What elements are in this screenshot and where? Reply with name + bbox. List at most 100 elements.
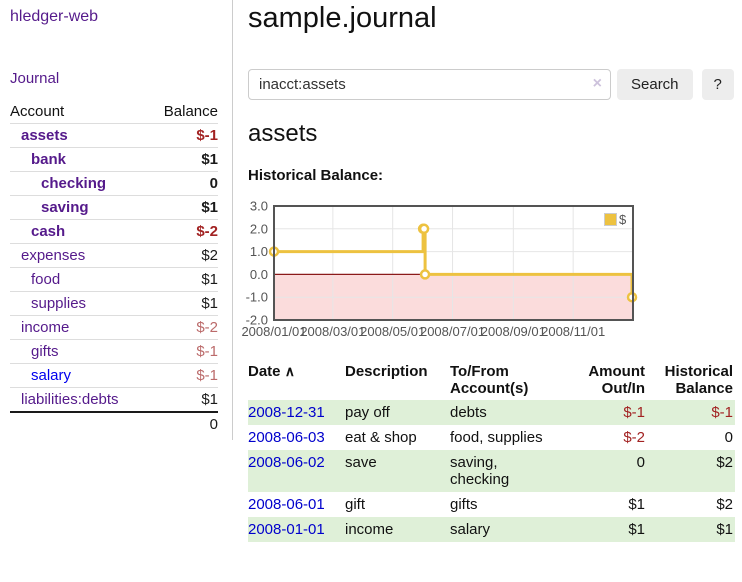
balance-column-header: Historical Balance: [647, 360, 735, 400]
clear-search-icon[interactable]: ×: [593, 75, 602, 93]
transaction-date-link[interactable]: 2008-01-01: [248, 521, 325, 538]
transaction-amount: $1: [570, 517, 647, 542]
amount-column-header: Amount Out/In: [570, 360, 647, 400]
search-input[interactable]: [248, 69, 611, 100]
transaction-balance: $2: [647, 450, 735, 492]
register-row: 2008-06-02 save saving, checking 0 $2: [248, 450, 735, 492]
svg-text:2008/07/01: 2008/07/01: [420, 324, 485, 339]
transaction-balance: $-1: [647, 400, 735, 425]
register-row: 2008-01-01 income salary $1 $1: [248, 517, 735, 542]
sort-ascending-icon: ∧: [285, 363, 295, 379]
account-balance: $1: [149, 388, 218, 412]
transaction-description: eat & shop: [345, 425, 450, 450]
date-column-header[interactable]: Date ∧: [248, 360, 345, 400]
search-form: × Search ?: [248, 69, 734, 100]
svg-text:2008/05/01: 2008/05/01: [360, 324, 425, 339]
account-link-liabilities-debts[interactable]: liabilities:debts: [21, 391, 119, 408]
transaction-amount: $1: [570, 492, 647, 517]
svg-text:-1.0: -1.0: [246, 290, 268, 305]
account-link-bank[interactable]: bank: [31, 151, 66, 168]
account-balance: $1: [149, 292, 218, 316]
account-row-supplies: supplies $1: [10, 292, 218, 316]
account-link-supplies[interactable]: supplies: [31, 295, 86, 312]
chart-label: Historical Balance:: [248, 167, 383, 184]
account-row-food: food $1: [10, 268, 218, 292]
account-balance: $1: [149, 196, 218, 220]
account-row-cash: cash $-2: [10, 220, 218, 244]
svg-text:0.0: 0.0: [250, 267, 268, 282]
help-button[interactable]: ?: [702, 69, 734, 100]
account-column-header: Account: [10, 100, 149, 124]
transaction-balance: $2: [647, 492, 735, 517]
account-heading: assets: [248, 120, 317, 148]
account-link-expenses[interactable]: expenses: [21, 247, 85, 264]
transaction-date-link[interactable]: 2008-06-03: [248, 429, 325, 446]
search-button[interactable]: Search: [617, 69, 693, 100]
register-header-row: Date ∧ Description To/From Account(s) Am…: [248, 360, 735, 400]
historical-balance-chart: 3.02.01.00.0-1.0-2.02008/01/012008/03/01…: [240, 198, 742, 348]
svg-text:2008/03/01: 2008/03/01: [300, 324, 365, 339]
legend-label: $: [619, 212, 626, 227]
transaction-accounts: debts: [450, 400, 570, 425]
account-balance: $-1: [149, 364, 218, 388]
account-row-salary: salary $-1: [10, 364, 218, 388]
brand-link[interactable]: hledger-web: [10, 8, 98, 26]
transaction-balance: $1: [647, 517, 735, 542]
accounts-table: Account Balance assets $-1 bank $1 check…: [10, 100, 218, 436]
main-content: sample.journal × Search ? assets Histori…: [240, 0, 742, 582]
account-link-income[interactable]: income: [21, 319, 69, 336]
transaction-description: income: [345, 517, 450, 542]
transaction-date-link[interactable]: 2008-06-01: [248, 496, 325, 513]
page-title: sample.journal: [248, 2, 437, 35]
account-balance: $1: [149, 148, 218, 172]
transaction-description: pay off: [345, 400, 450, 425]
account-balance: 0: [149, 172, 218, 196]
balance-column-header: Balance: [149, 100, 218, 124]
transaction-date-link[interactable]: 2008-12-31: [248, 404, 325, 421]
transaction-accounts: saving, checking: [450, 450, 570, 492]
transaction-accounts: food, supplies: [450, 425, 570, 450]
transaction-date-link[interactable]: 2008-06-02: [248, 454, 325, 471]
register-row: 2008-06-03 eat & shop food, supplies $-2…: [248, 425, 735, 450]
legend-swatch-icon: [604, 213, 617, 226]
account-row-liabilities-debts: liabilities:debts $1: [10, 388, 218, 412]
account-row-checking: checking 0: [10, 172, 218, 196]
chart-plot: 3.02.01.00.0-1.0-2.02008/01/012008/03/01…: [240, 198, 742, 348]
svg-text:3.0: 3.0: [250, 199, 268, 214]
account-link-assets[interactable]: assets: [21, 127, 68, 144]
sidebar-item-journal[interactable]: Journal: [10, 70, 59, 87]
account-row-income: income $-2: [10, 316, 218, 340]
sidebar: hledger-web Journal Account Balance asse…: [0, 0, 233, 440]
accounts-total-value: 0: [149, 412, 218, 436]
transaction-balance: 0: [647, 425, 735, 450]
account-link-salary[interactable]: salary: [31, 367, 71, 384]
register-table: Date ∧ Description To/From Account(s) Am…: [248, 360, 735, 542]
account-link-gifts[interactable]: gifts: [31, 343, 59, 360]
account-row-expenses: expenses $2: [10, 244, 218, 268]
hledger-web-page: hledger-web Journal Account Balance asse…: [0, 0, 742, 582]
account-link-checking[interactable]: checking: [41, 175, 106, 192]
description-column-header: Description: [345, 360, 450, 400]
search-input-wrap: ×: [248, 69, 611, 100]
chart-legend: $: [604, 212, 626, 227]
account-row-saving: saving $1: [10, 196, 218, 220]
transaction-amount: $-1: [570, 400, 647, 425]
accounts-table-header: Account Balance: [10, 100, 218, 124]
svg-text:2008/09/01: 2008/09/01: [481, 324, 546, 339]
account-link-saving[interactable]: saving: [41, 199, 89, 216]
account-balance: $-2: [149, 316, 218, 340]
accounts-column-header: To/From Account(s): [450, 360, 570, 400]
transaction-accounts: salary: [450, 517, 570, 542]
transaction-description: gift: [345, 492, 450, 517]
svg-text:1.0: 1.0: [250, 244, 268, 259]
account-link-food[interactable]: food: [31, 271, 60, 288]
account-link-cash[interactable]: cash: [31, 223, 65, 240]
transaction-amount: $-2: [570, 425, 647, 450]
transaction-description: save: [345, 450, 450, 492]
account-balance: $-2: [149, 220, 218, 244]
account-row-assets: assets $-1: [10, 124, 218, 148]
account-balance: $2: [149, 244, 218, 268]
accounts-total-row: 0: [10, 412, 218, 436]
account-row-gifts: gifts $-1: [10, 340, 218, 364]
register-row: 2008-12-31 pay off debts $-1 $-1: [248, 400, 735, 425]
